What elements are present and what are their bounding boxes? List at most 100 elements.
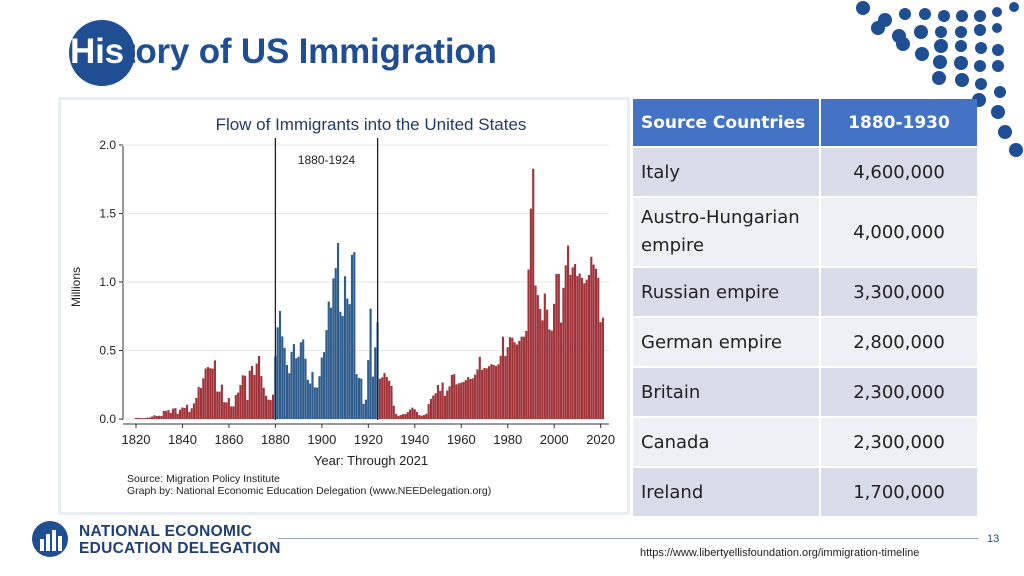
bar bbox=[481, 369, 484, 419]
x-tick-label: 1860 bbox=[214, 432, 243, 447]
bar bbox=[339, 311, 342, 419]
bar-series bbox=[134, 168, 604, 419]
bar bbox=[536, 295, 539, 419]
x-tick-label: 1980 bbox=[493, 432, 522, 447]
bar bbox=[178, 409, 182, 419]
bar bbox=[285, 364, 288, 419]
bar bbox=[460, 382, 463, 419]
bar bbox=[534, 285, 537, 419]
graph-note: Graph by: National Economic Education De… bbox=[127, 485, 491, 497]
bar bbox=[504, 355, 507, 419]
bar bbox=[483, 367, 486, 419]
bar bbox=[204, 368, 207, 419]
bar bbox=[283, 347, 286, 419]
bar bbox=[141, 418, 144, 419]
bar bbox=[522, 336, 525, 419]
chart-panel: Flow of Immigrants into the United State… bbox=[58, 97, 630, 515]
bar bbox=[490, 364, 493, 419]
bar bbox=[594, 268, 598, 419]
highlight-range: 1880-1924 bbox=[274, 138, 379, 420]
bar bbox=[330, 307, 333, 419]
bar bbox=[211, 368, 214, 419]
bar bbox=[367, 360, 370, 419]
bar bbox=[513, 342, 516, 419]
bar bbox=[564, 265, 567, 419]
x-tick-label: 2000 bbox=[540, 432, 569, 447]
bar bbox=[557, 273, 560, 419]
bar bbox=[388, 380, 391, 419]
bar bbox=[590, 256, 593, 419]
bar bbox=[239, 385, 242, 419]
bar bbox=[562, 287, 565, 419]
bar bbox=[234, 394, 237, 419]
value-cell: 1,700,000 bbox=[821, 468, 977, 516]
bar bbox=[422, 415, 426, 419]
bar bbox=[253, 375, 256, 419]
bar bbox=[520, 336, 523, 419]
bar bbox=[415, 411, 419, 419]
x-tick-label: 1820 bbox=[122, 432, 151, 447]
table-row: Britain 2,300,000 bbox=[633, 368, 977, 416]
bar bbox=[525, 330, 528, 419]
bar bbox=[220, 384, 223, 419]
bar bbox=[527, 269, 530, 419]
bar bbox=[385, 376, 388, 419]
bar bbox=[455, 384, 458, 419]
bar bbox=[199, 388, 203, 419]
bar bbox=[299, 342, 302, 419]
bar bbox=[306, 379, 309, 419]
bar bbox=[471, 378, 474, 419]
footer-divider bbox=[278, 538, 978, 539]
bar bbox=[181, 407, 184, 419]
bar bbox=[381, 377, 384, 419]
bar bbox=[151, 416, 154, 419]
bar bbox=[353, 252, 356, 419]
bar bbox=[360, 378, 363, 419]
table-row: Canada 2,300,000 bbox=[633, 418, 977, 466]
bar bbox=[553, 303, 556, 419]
bar bbox=[497, 364, 500, 419]
bar bbox=[355, 374, 358, 419]
bar bbox=[532, 168, 535, 419]
bar bbox=[320, 357, 323, 419]
bar bbox=[362, 403, 365, 419]
bar bbox=[462, 381, 465, 419]
source-countries-table: Source Countries 1880-1930 Italy 4,600,0… bbox=[631, 97, 979, 518]
bar bbox=[395, 414, 398, 419]
bar bbox=[550, 330, 553, 419]
header-source-countries: Source Countries bbox=[633, 99, 819, 146]
bar bbox=[278, 310, 282, 419]
bar bbox=[241, 375, 244, 419]
bar bbox=[246, 399, 249, 419]
bar bbox=[162, 410, 165, 419]
y-tick-label: 1.0 bbox=[99, 275, 116, 289]
bar bbox=[227, 398, 230, 419]
bar bbox=[223, 402, 226, 419]
bar bbox=[316, 387, 319, 419]
bar bbox=[225, 402, 228, 419]
bar bbox=[313, 387, 316, 419]
bar bbox=[334, 268, 337, 419]
value-cell: 3,300,000 bbox=[821, 268, 977, 316]
decorative-dots bbox=[856, 1, 1023, 157]
x-axis-label: Year: Through 2021 bbox=[314, 453, 428, 468]
bar bbox=[443, 395, 446, 419]
country-cell: Canada bbox=[633, 418, 819, 466]
value-cell: 2,800,000 bbox=[821, 318, 977, 366]
slide-title: History of US Immigration bbox=[70, 32, 497, 72]
bar bbox=[195, 397, 198, 419]
bar bbox=[585, 279, 588, 419]
bar bbox=[336, 242, 340, 419]
title-circle-accent bbox=[69, 20, 135, 86]
value-cell: 4,000,000 bbox=[821, 198, 977, 266]
bar bbox=[188, 411, 191, 419]
bar bbox=[548, 329, 551, 419]
chart-title: Flow of Immigrants into the United State… bbox=[216, 115, 527, 134]
bar bbox=[511, 337, 514, 419]
bar bbox=[485, 368, 488, 419]
table-row: Ireland 1,700,000 bbox=[633, 468, 977, 516]
bar bbox=[569, 274, 572, 419]
need-logo-icon bbox=[32, 521, 68, 557]
bar bbox=[457, 383, 460, 419]
x-tick-label: 1960 bbox=[447, 432, 476, 447]
